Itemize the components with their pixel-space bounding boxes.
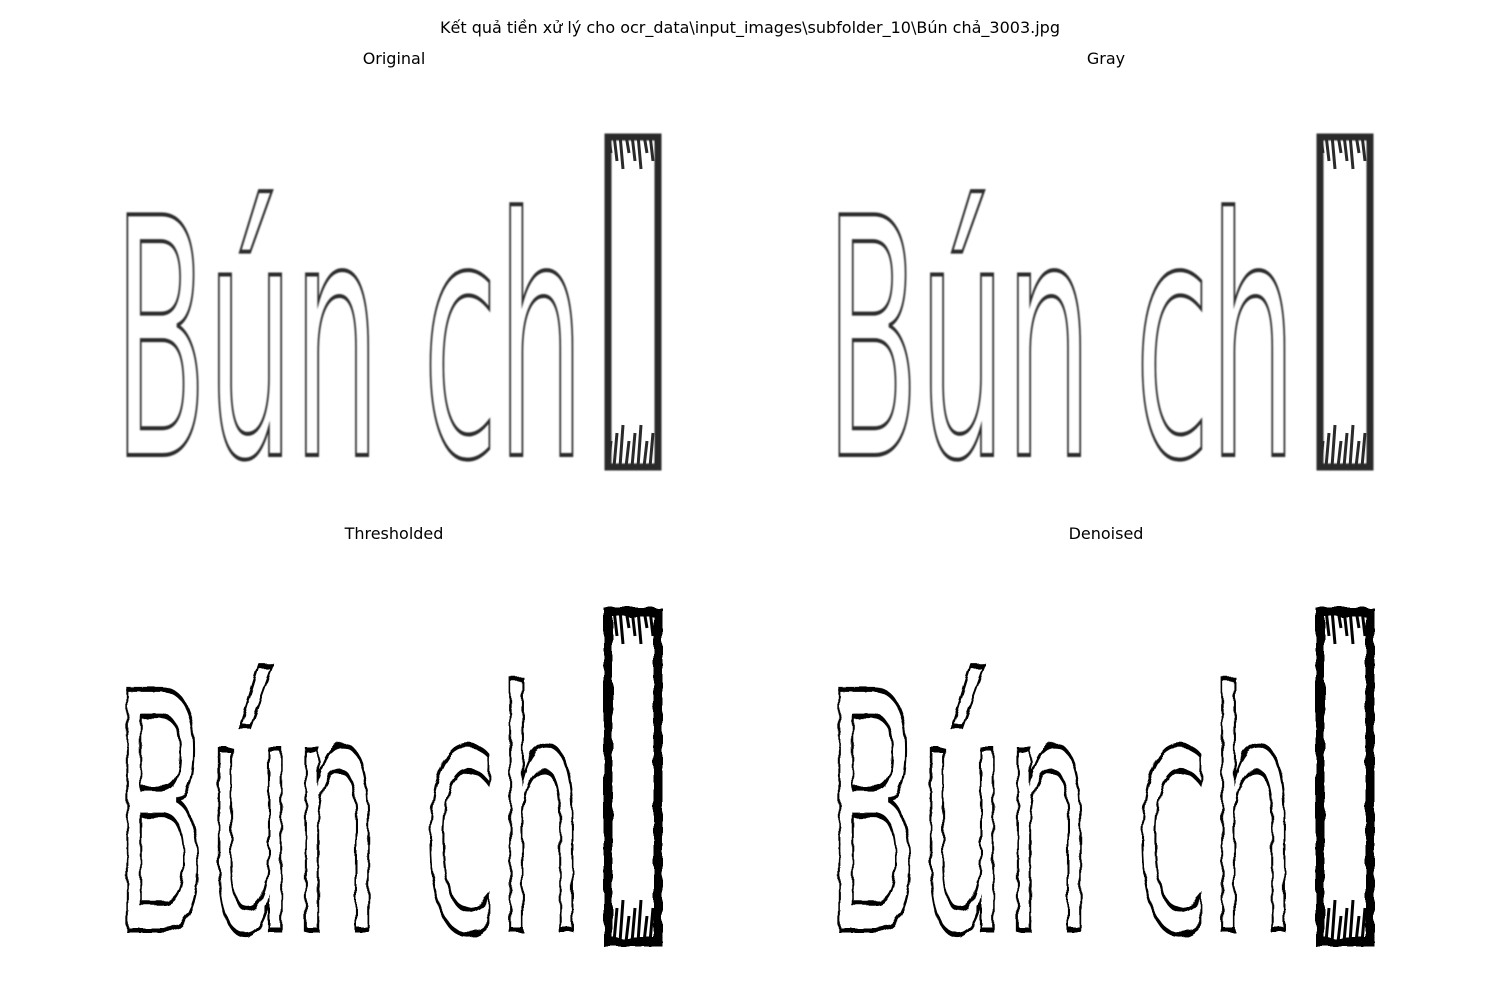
panel-title-original: Original xyxy=(362,49,426,68)
panel-image-denoised: Bún ch xyxy=(820,590,1380,990)
word-glyphs: Bún ch xyxy=(826,624,1296,990)
unknown-glyph-box xyxy=(1315,607,1375,947)
unknown-glyph-box xyxy=(603,607,663,947)
unknown-glyph-box xyxy=(1316,133,1374,471)
panel-title-thresholded: Thresholded xyxy=(344,524,444,543)
word-glyphs: Bún ch xyxy=(114,149,584,515)
panel-title-gray: Gray xyxy=(1086,49,1126,68)
panel-svg: Bún ch xyxy=(824,607,1375,990)
glyph-box-edge-noise xyxy=(606,134,661,468)
word-glyphs: Bún ch xyxy=(114,624,584,990)
panel-title-denoised: Denoised xyxy=(1068,524,1144,543)
glyph-box-edge-noise xyxy=(1318,609,1373,943)
panel-image-thresholded: Bún ch xyxy=(108,590,668,990)
panel-svg: Bún ch xyxy=(824,133,1374,515)
glyph-box-edge-noise xyxy=(606,609,661,943)
panel-image-gray: Bún ch xyxy=(820,115,1380,515)
unknown-glyph-box xyxy=(604,133,662,471)
panel-svg: Bún ch xyxy=(112,607,663,990)
figure-suptitle: Kết quả tiền xử lý cho ocr_data\input_im… xyxy=(440,18,1060,37)
word-glyphs: Bún ch xyxy=(826,149,1296,515)
glyph-box-edge-noise xyxy=(1318,134,1373,468)
panel-svg: Bún ch xyxy=(112,133,662,515)
panel-image-original: Bún ch xyxy=(108,115,668,515)
